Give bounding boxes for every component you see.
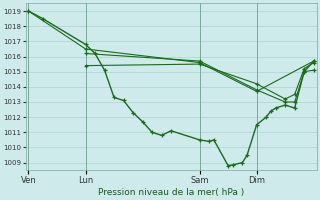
X-axis label: Pression niveau de la mer( hPa ): Pression niveau de la mer( hPa ) [98,188,244,197]
